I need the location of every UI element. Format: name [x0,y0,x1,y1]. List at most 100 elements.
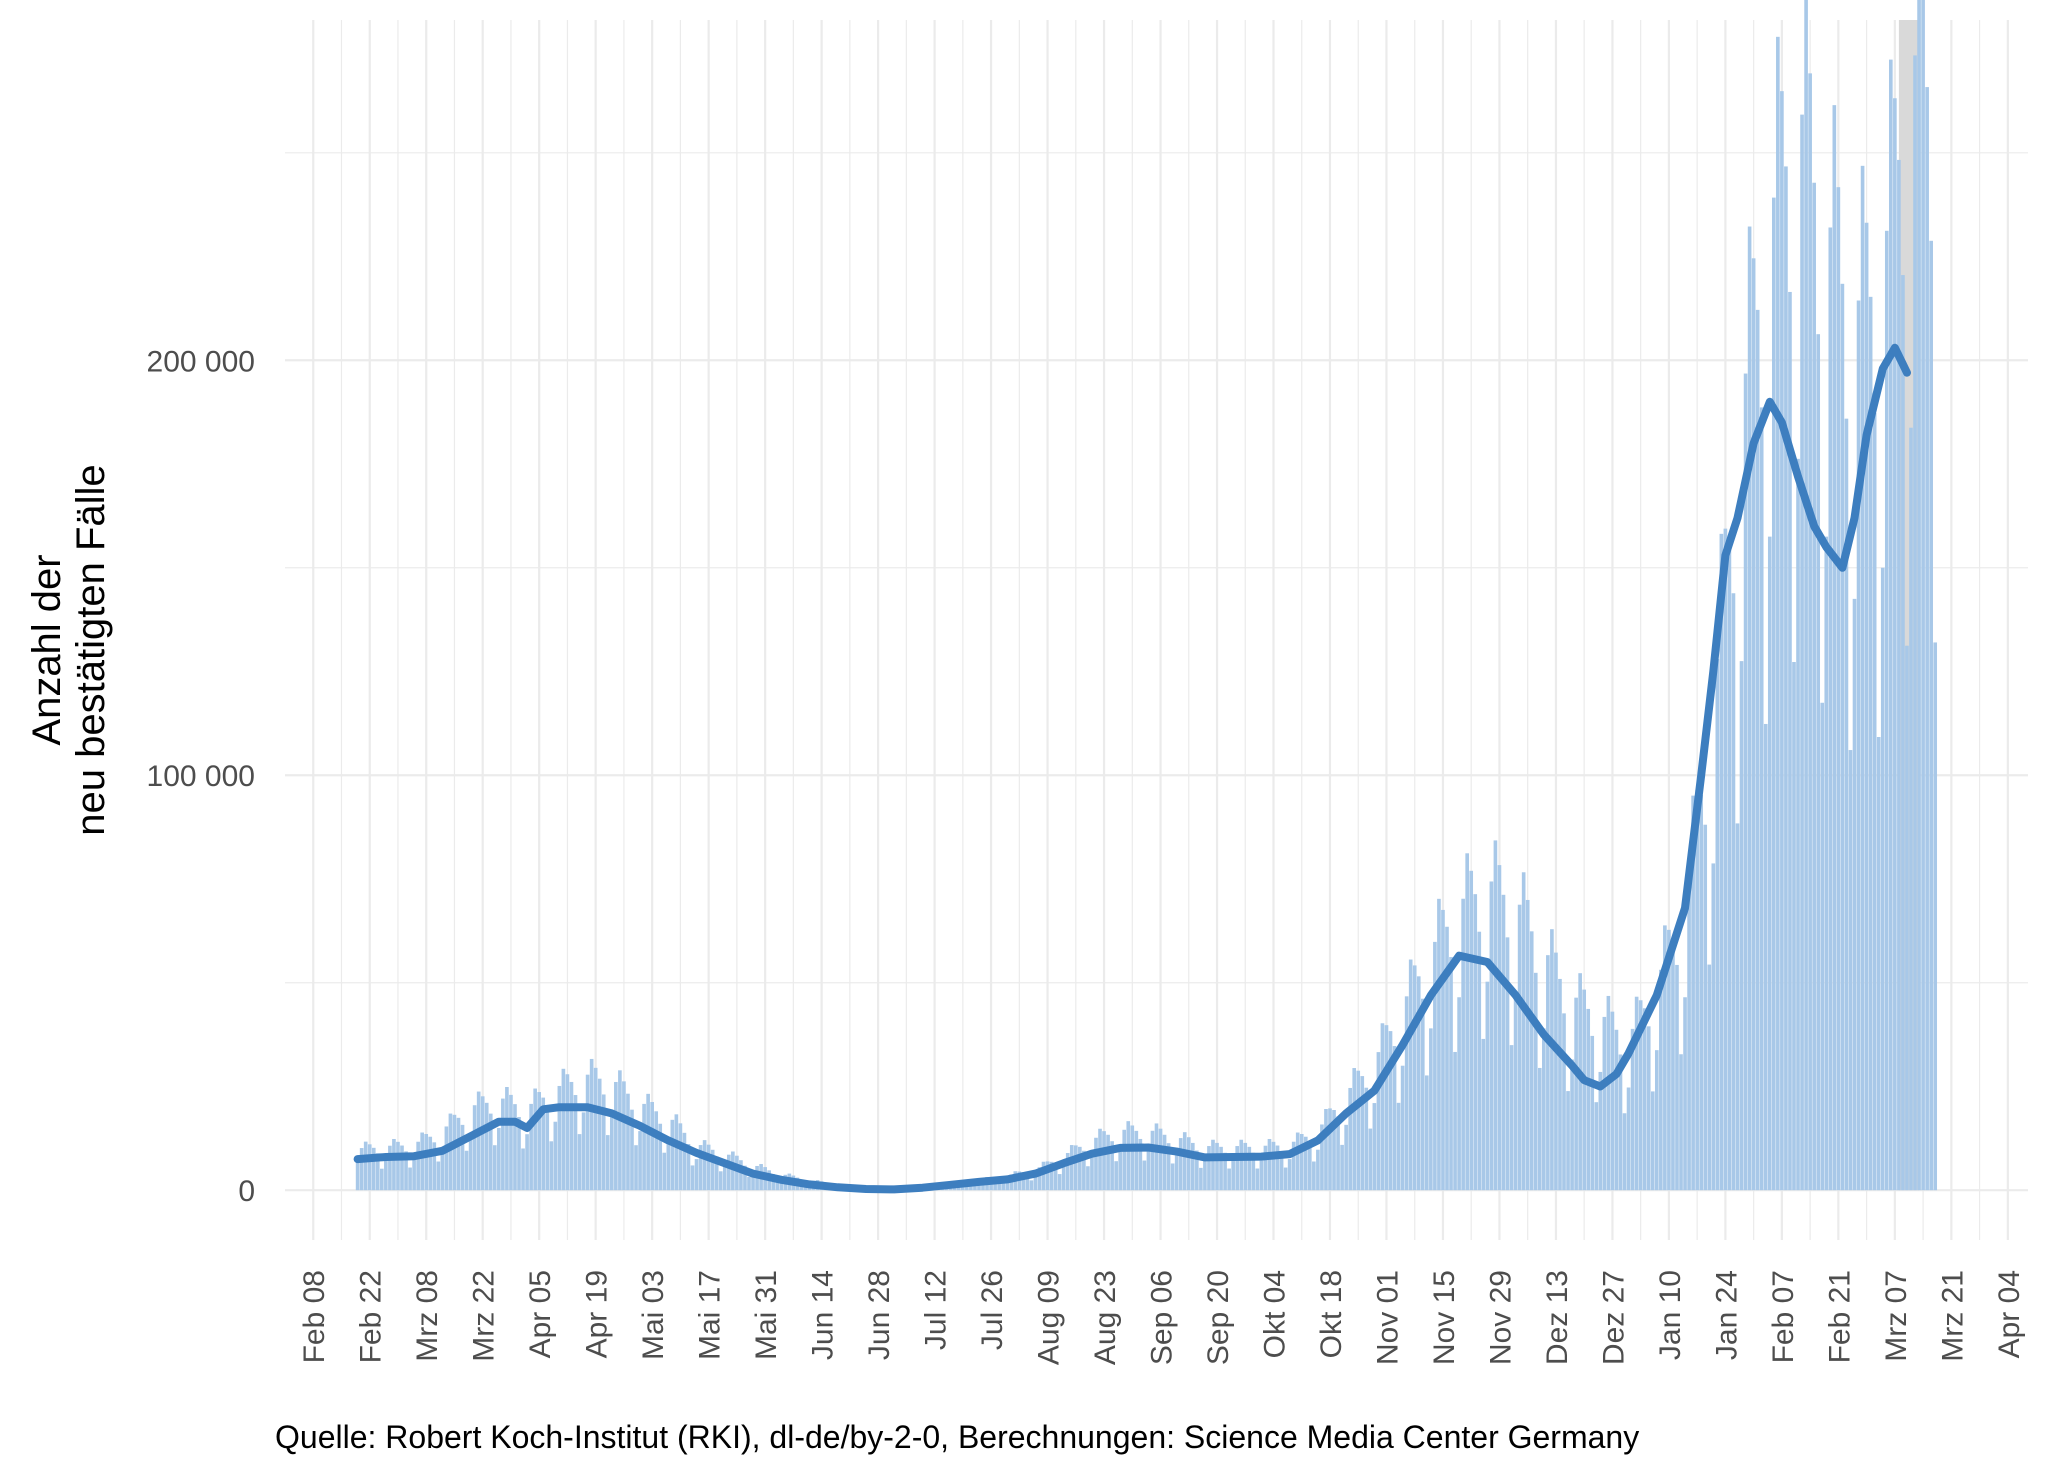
daily-bar [1812,182,1816,1191]
x-tick-label: Feb 21 [1823,1270,1856,1363]
daily-bar [1461,898,1465,1191]
daily-bar [1824,536,1829,1191]
daily-bar [1562,1013,1566,1191]
daily-bar [1045,1161,1050,1191]
daily-bar [1864,222,1869,1191]
daily-bar [1029,1180,1034,1191]
daily-bar [1602,1016,1607,1191]
daily-bar [1223,1152,1227,1191]
daily-bar [1082,1150,1086,1191]
daily-bar [682,1132,687,1191]
daily-bar [1211,1139,1215,1191]
daily-bar [1913,55,1917,1191]
daily-bar [1501,894,1506,1191]
daily-bar [605,1135,610,1191]
daily-bar [1437,898,1441,1191]
daily-bar [1251,1152,1256,1191]
daily-bar [658,1123,663,1191]
daily-bar [392,1138,396,1191]
daily-bar [1372,1103,1377,1191]
daily-bar [1158,1128,1163,1191]
daily-bar [654,1111,659,1191]
daily-bar [1780,91,1784,1191]
daily-bar [549,1141,554,1191]
daily-bar [533,1088,537,1191]
daily-bar [731,1151,735,1191]
daily-bar [1872,413,1877,1191]
daily-bar [1554,952,1558,1191]
daily-bar [1529,931,1534,1191]
daily-bar [1057,1174,1062,1191]
daily-bar [1178,1138,1183,1191]
daily-bar [1610,1011,1615,1191]
daily-bar [1497,865,1502,1191]
daily-bar [706,1144,711,1191]
daily-bar [1243,1142,1248,1191]
daily-bar [1525,899,1530,1191]
daily-bar [1227,1168,1231,1191]
daily-bar [480,1096,485,1191]
daily-bar [1118,1149,1123,1191]
daily-bar [609,1115,614,1191]
daily-bar [501,1098,505,1191]
daily-bar [1638,1000,1643,1191]
daily-bar [1751,258,1756,1191]
daily-bar [1679,1054,1683,1191]
y-tick-label: 0 [238,1175,255,1208]
daily-bar [714,1156,719,1191]
daily-bar [371,1147,376,1191]
daily-bar [505,1087,509,1191]
daily-bar [585,1074,590,1191]
daily-bar [1808,73,1812,1191]
daily-case-bars [355,0,1938,1191]
daily-bar [678,1123,683,1191]
daily-bar [630,1109,634,1191]
daily-bar [436,1161,441,1191]
daily-bar [1182,1132,1187,1191]
daily-bar [1929,240,1933,1191]
daily-bar [1735,823,1740,1191]
daily-bar [1186,1137,1191,1191]
daily-bar [367,1144,372,1191]
daily-bar [1420,998,1425,1191]
x-tick-label: Mrz 22 [468,1270,501,1362]
daily-bar [1049,1161,1054,1191]
daily-bar [1493,840,1498,1191]
daily-bar [1360,1076,1365,1191]
daily-bar [1844,418,1849,1191]
daily-bar [614,1081,618,1191]
daily-bar [1130,1125,1135,1191]
daily-bar [1788,291,1792,1191]
daily-bar [1025,1173,1030,1191]
daily-bar [1368,1128,1373,1191]
daily-bar [1792,662,1796,1191]
daily-bar [666,1140,671,1191]
daily-bar [1203,1160,1207,1191]
daily-bar [1126,1121,1131,1191]
daily-bar [1880,567,1885,1191]
daily-bar [497,1127,501,1191]
daily-bar [375,1153,380,1191]
daily-bar [1271,1141,1276,1191]
daily-bar [1860,165,1865,1191]
x-tick-label: Jun 14 [807,1270,840,1360]
daily-bar [468,1134,473,1191]
daily-bar [1671,940,1675,1191]
daily-bar [1098,1128,1102,1191]
daily-bar [1150,1130,1155,1191]
daily-bar [1425,1075,1429,1191]
daily-bar [1283,1167,1288,1191]
x-tick-label: Sep 06 [1146,1270,1179,1365]
daily-bar [1255,1168,1260,1191]
daily-bar [1574,997,1578,1191]
y-axis-ticks: 0 100 000 200 000 [147,345,255,1208]
daily-bar [1174,1154,1179,1191]
daily-bar [997,1178,1001,1191]
daily-bar [440,1149,445,1191]
daily-bar [420,1132,424,1191]
daily-bar [1816,334,1821,1191]
daily-bar [1703,824,1708,1191]
daily-bar [1295,1132,1300,1191]
daily-bar [1719,533,1724,1191]
